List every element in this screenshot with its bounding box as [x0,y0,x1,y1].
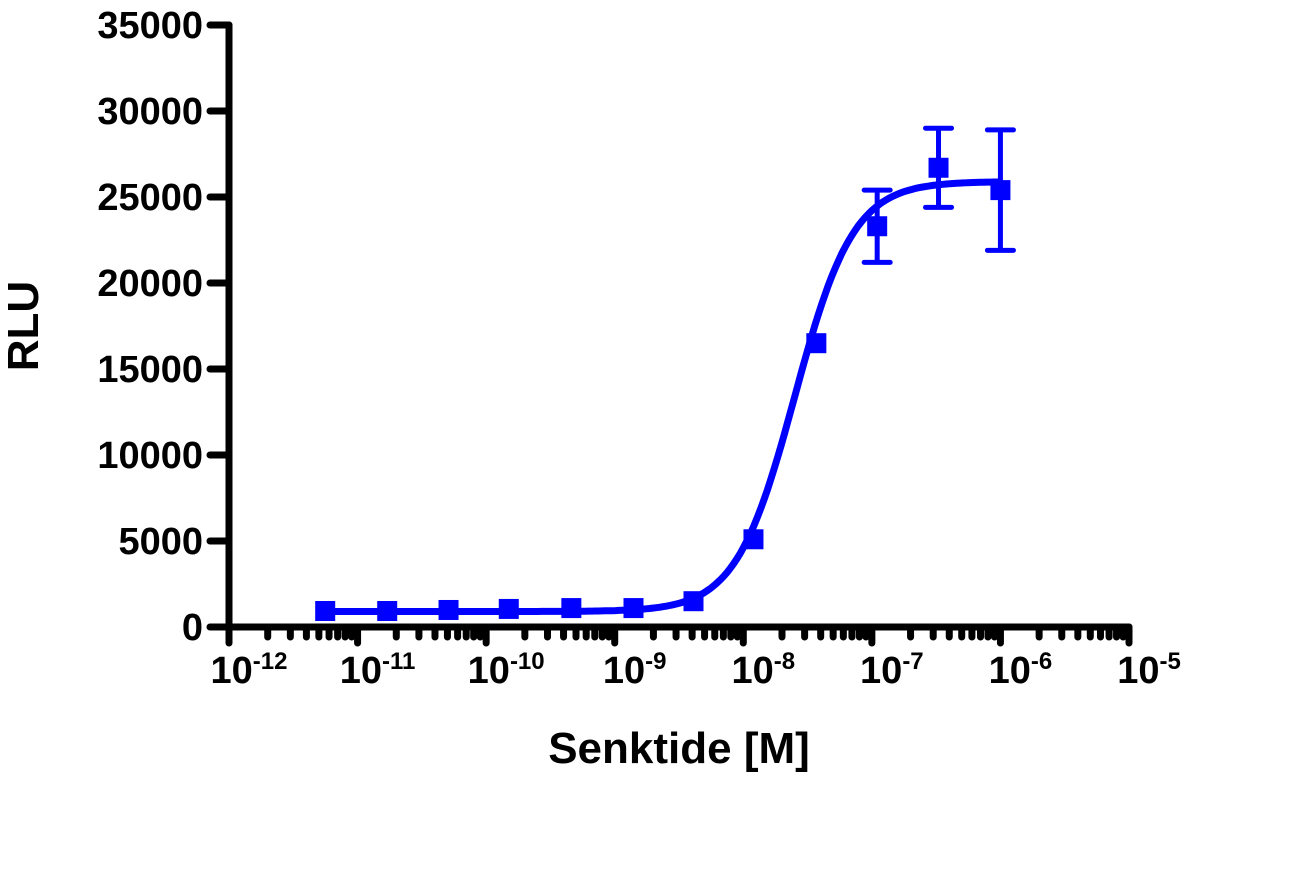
x-tick-label: 10-12 [211,648,288,692]
data-point-square-marker [315,601,336,622]
x-tick-label: 10-6 [989,648,1053,692]
y-tick-label: 10000 [97,435,203,477]
data-point-square-marker [498,598,519,619]
x-tick-label: 10-11 [340,648,416,692]
y-tick-label: 25000 [97,177,203,219]
data-point-square-marker [928,157,949,178]
data-point-square-marker [438,599,459,620]
x-tick-label: 10-8 [731,648,795,692]
data-point-square-marker [867,216,888,237]
y-axis-title: RLU [0,281,48,371]
fit-curve [325,178,1001,615]
axes [208,21,1133,644]
data-point-square-marker [561,598,582,619]
y-tick-label: 30000 [97,91,203,133]
y-axis-ticks: 0 5000 10000 15000 20000 25000 30000 35000 [97,5,233,649]
y-tick-label: 5000 [118,521,203,563]
data-point-square-marker [377,601,398,622]
data-points [315,157,1011,622]
data-point-square-marker [743,529,764,550]
x-tick-label: 10-5 [1117,648,1181,692]
x-tick-label: 10-10 [468,648,545,692]
x-axis-ticks: 10-12 10-11 10-10 10-9 10-8 10-7 10-6 10-5 [211,623,1181,692]
data-point-square-marker [683,591,704,612]
y-tick-label: 0 [182,607,203,649]
data-point-square-marker [990,180,1011,201]
data-point-square-marker [623,598,644,619]
y-tick-label: 15000 [97,349,203,391]
y-tick-label: 35000 [97,5,203,47]
fit-curve-path [325,178,1001,615]
x-tick-label: 10-9 [603,648,667,692]
data-point-square-marker [806,333,827,354]
x-tick-label: 10-7 [860,648,924,692]
y-tick-label: 20000 [97,263,203,305]
x-axis-title: Senktide [M] [548,724,810,773]
